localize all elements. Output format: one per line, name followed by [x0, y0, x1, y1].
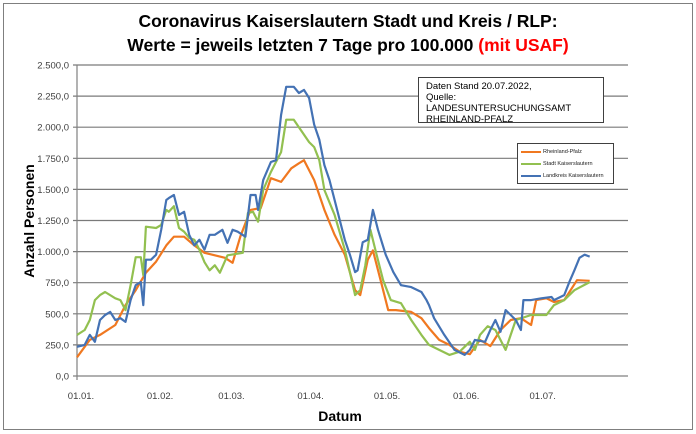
legend-item-rlp: Rheinland-Pfalz	[521, 146, 610, 158]
x-axis-label: Datum	[318, 408, 362, 424]
legend-swatch	[521, 175, 541, 177]
legend-label: Stadt Kaiserslautern	[543, 161, 593, 167]
note-line1: Daten Stand 20.07.2022,	[426, 81, 532, 92]
y-tick-label: 0,0	[56, 372, 69, 383]
y-tick-label: 750,0	[45, 278, 69, 289]
legend-item-stadt: Stadt Kaiserslautern	[521, 158, 610, 170]
legend-item-landkreis: Landkreis Kaiserslautern	[521, 170, 610, 182]
y-tick-label: 250,0	[45, 340, 69, 351]
y-tick-label: 1.000,0	[37, 247, 69, 258]
x-tick-label: 01.06.	[453, 391, 479, 402]
legend-swatch	[521, 163, 541, 165]
x-tick-label: 01.01.	[68, 391, 94, 402]
x-tick-label: 01.04.	[297, 391, 323, 402]
y-tick-label: 2.500,0	[37, 61, 69, 72]
chart-frame	[3, 3, 693, 430]
chart-title-main: Werte = jeweils letzten 7 Tage pro 100.0…	[127, 35, 474, 55]
y-tick-label: 1.250,0	[37, 216, 69, 227]
chart-title-highlight: (mit USAF)	[478, 35, 569, 55]
y-tick-label: 500,0	[45, 309, 69, 320]
legend-swatch	[521, 151, 541, 153]
x-tick-label: 01.07.	[530, 391, 556, 402]
y-tick-label: 1.500,0	[37, 185, 69, 196]
data-source-note: Daten Stand 20.07.2022, Quelle: LANDESUN…	[418, 77, 604, 125]
x-tick-label: 01.02.	[147, 391, 173, 402]
chart-title-line2: Werte = jeweils letzten 7 Tage pro 100.0…	[0, 35, 696, 56]
series-line-stadt-kaiserslautern	[76, 118, 591, 356]
x-tick-label: 01.05.	[374, 391, 400, 402]
note-line2: Quelle: LANDESUNTERSUCHUNGSAMT	[426, 92, 572, 114]
note-line3: RHEINLAND-PFALZ	[426, 114, 514, 125]
y-tick-label: 1.750,0	[37, 154, 69, 165]
legend-label: Landkreis Kaiserslautern	[543, 173, 604, 179]
legend-label: Rheinland-Pfalz	[543, 149, 582, 155]
y-axis-label: Anzahl Personen	[21, 164, 37, 278]
y-tick-label: 2.250,0	[37, 92, 69, 103]
chart-legend: Rheinland-Pfalz Stadt Kaiserslautern Lan…	[517, 143, 614, 184]
x-tick-label: 01.03.	[218, 391, 244, 402]
chart-title-line1: Coronavirus Kaiserslautern Stadt und Kre…	[138, 11, 558, 31]
series-line-landkreis-kaiserslautern	[76, 85, 591, 356]
y-tick-label: 2.000,0	[37, 123, 69, 134]
